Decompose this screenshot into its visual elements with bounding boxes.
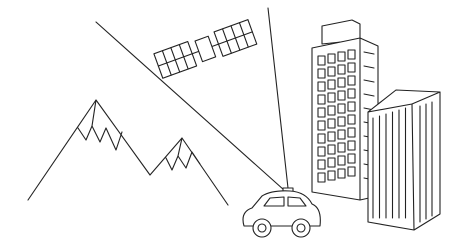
- car-body: [243, 191, 320, 226]
- signal-line: [268, 8, 288, 188]
- window: [338, 65, 345, 74]
- window: [328, 158, 335, 167]
- mountain-snow: [166, 152, 200, 170]
- window: [318, 95, 325, 104]
- body: (() => { const data = JSON.parse(documen…: [0, 0, 459, 244]
- window: [338, 117, 345, 126]
- window: [348, 115, 355, 124]
- window: [328, 106, 335, 115]
- window: [318, 134, 325, 143]
- window: [348, 154, 355, 163]
- short-building: [368, 90, 440, 230]
- window: [338, 52, 345, 61]
- window: [328, 80, 335, 89]
- window: [348, 141, 355, 150]
- window: [348, 50, 355, 59]
- window: [318, 82, 325, 91]
- page: {} html, body { margin: 0; padding: 0; b…: [0, 0, 459, 244]
- window: [338, 104, 345, 113]
- window: [348, 167, 355, 176]
- window: [328, 145, 335, 154]
- hubcap: [297, 224, 305, 232]
- window: [318, 147, 325, 156]
- mountain-outline: [28, 100, 228, 205]
- window: [338, 143, 345, 152]
- car: [243, 188, 320, 237]
- window: [348, 89, 355, 98]
- window: [328, 93, 335, 102]
- hubcap: [258, 224, 266, 232]
- satellite: [154, 20, 257, 79]
- window: [348, 102, 355, 111]
- window: [318, 108, 325, 117]
- illustration: [0, 0, 459, 244]
- window: [318, 69, 325, 78]
- window: [328, 171, 335, 180]
- mountain-snow: [78, 126, 122, 150]
- window: [348, 76, 355, 85]
- window: [338, 91, 345, 100]
- window: [318, 121, 325, 130]
- window: [328, 67, 335, 76]
- window: [328, 54, 335, 63]
- satellite-arm: [192, 51, 199, 53]
- window: [348, 63, 355, 72]
- window: [318, 173, 325, 182]
- window: [338, 78, 345, 87]
- building-outline: [368, 92, 440, 230]
- window: [318, 160, 325, 169]
- window: [338, 169, 345, 178]
- satellite-body: [195, 36, 216, 61]
- window: [318, 56, 325, 65]
- window: [328, 119, 335, 128]
- window: [338, 130, 345, 139]
- satellite-arm: [212, 44, 219, 46]
- window: [348, 128, 355, 137]
- window: [338, 156, 345, 165]
- window: [328, 132, 335, 141]
